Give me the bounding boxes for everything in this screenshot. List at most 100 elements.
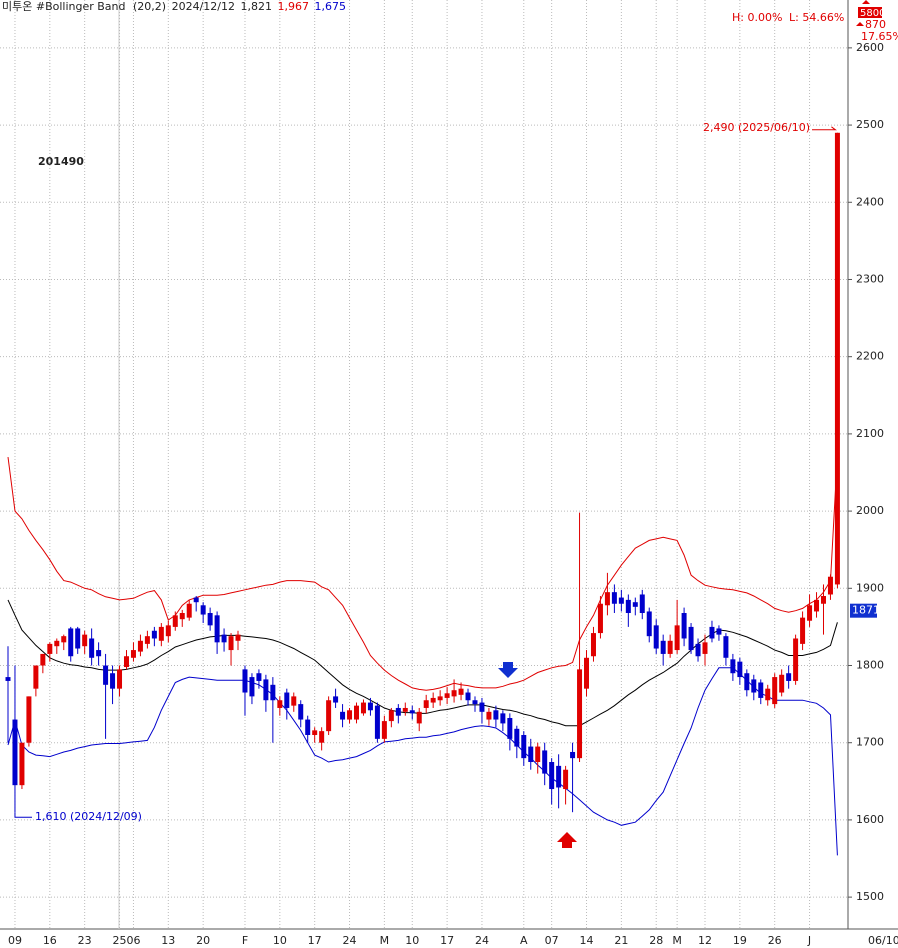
candle-body bbox=[556, 765, 562, 788]
candle-body bbox=[737, 661, 743, 678]
candle-body bbox=[723, 636, 729, 658]
candle-body bbox=[5, 677, 11, 681]
candle-body bbox=[451, 690, 457, 697]
candle-body bbox=[611, 592, 617, 604]
candle-body bbox=[716, 628, 722, 635]
x-tick-label: 23 bbox=[78, 934, 92, 947]
status-low: L: 54.66% bbox=[789, 11, 844, 24]
candle-body bbox=[312, 730, 318, 735]
candle-body bbox=[61, 636, 67, 643]
candle-body bbox=[103, 665, 109, 685]
info-date: 2024/12/12 bbox=[172, 0, 235, 13]
x-tick-label: 20 bbox=[196, 934, 210, 947]
candle-body bbox=[807, 605, 813, 621]
high-pointer bbox=[812, 126, 837, 131]
candle-body bbox=[493, 710, 499, 720]
x-tick-label: 17 bbox=[440, 934, 454, 947]
candle-body bbox=[528, 746, 534, 763]
x-tick-label: 17 bbox=[308, 934, 322, 947]
candle-body bbox=[165, 625, 171, 637]
candle-body bbox=[632, 602, 638, 607]
candle-body bbox=[319, 731, 325, 743]
candle-body bbox=[549, 762, 555, 790]
candle-body bbox=[89, 638, 95, 658]
x-tick-label: 09 bbox=[8, 934, 22, 947]
candle-body bbox=[444, 693, 450, 698]
candle-body bbox=[639, 594, 645, 614]
candle-body bbox=[82, 634, 88, 647]
candle-body bbox=[437, 696, 443, 701]
candle-body bbox=[284, 692, 290, 708]
band-middle bbox=[7, 599, 838, 727]
x-tick-label: 19 bbox=[733, 934, 747, 947]
candle-body bbox=[758, 682, 764, 698]
y-tick-label: 1600 bbox=[856, 813, 884, 826]
candle-body bbox=[584, 657, 590, 689]
candle-body bbox=[193, 597, 199, 603]
low-label: 1,610 (2024/12/09) bbox=[35, 810, 142, 823]
y-tick-label: 1800 bbox=[856, 659, 884, 672]
candle-body bbox=[54, 640, 60, 647]
candle-body bbox=[68, 628, 74, 657]
candle-body bbox=[820, 596, 826, 604]
x-tick-label: M bbox=[672, 934, 682, 947]
candle-body bbox=[47, 643, 53, 654]
candle-body bbox=[381, 721, 387, 739]
candle-body bbox=[19, 742, 25, 786]
candle-body bbox=[144, 636, 150, 644]
band-upper bbox=[7, 454, 838, 691]
candle-body bbox=[500, 713, 506, 724]
candle-body bbox=[423, 700, 429, 708]
candle-body bbox=[827, 576, 833, 595]
low-pointer bbox=[14, 812, 32, 818]
candle-body bbox=[653, 625, 659, 649]
candle-body bbox=[256, 673, 262, 681]
last-date: 06/10 bbox=[868, 934, 898, 947]
candle-body bbox=[207, 613, 213, 626]
candle-body bbox=[117, 669, 123, 689]
y-tick-label: 1900 bbox=[856, 581, 884, 594]
x-tick-label: 16 bbox=[43, 934, 57, 947]
price-tag-box bbox=[850, 603, 877, 618]
candle-body bbox=[814, 599, 820, 612]
candle-body bbox=[834, 132, 840, 585]
candle-body bbox=[409, 710, 415, 714]
status-high: H: 0.00% bbox=[732, 11, 782, 24]
x-tick-label: 14 bbox=[580, 934, 594, 947]
candle-body bbox=[751, 679, 757, 693]
candle-body bbox=[186, 603, 192, 618]
y-tick-label: 1700 bbox=[856, 736, 884, 749]
x-tick-label: A bbox=[520, 934, 528, 947]
candle-body bbox=[298, 704, 304, 720]
candle-body bbox=[40, 653, 46, 666]
candle-body bbox=[172, 615, 178, 627]
chart-title: 미투온 #Bollinger Band bbox=[2, 0, 126, 13]
candle-body bbox=[625, 599, 631, 614]
status-price: 5800 bbox=[860, 8, 885, 19]
x-tick-label: 28 bbox=[649, 934, 663, 947]
candle-body bbox=[800, 617, 806, 644]
candle-body bbox=[214, 615, 220, 643]
candle-body bbox=[416, 711, 422, 724]
candle-body bbox=[479, 702, 485, 712]
candle-body bbox=[354, 705, 359, 720]
band-lower bbox=[7, 667, 838, 856]
header: 미투온 #Bollinger Band (20,2) 2024/12/12 1,… bbox=[2, 0, 346, 13]
candle-body bbox=[110, 673, 116, 689]
x-tick-label: F bbox=[242, 934, 248, 947]
up-arrow bbox=[557, 832, 577, 848]
candle-body bbox=[793, 638, 799, 681]
candle-body bbox=[486, 711, 492, 720]
candle-body bbox=[563, 769, 569, 790]
high-label: 2,490 (2025/06/10) bbox=[703, 121, 810, 134]
y-tick-label: 2000 bbox=[856, 504, 884, 517]
status-change: 870 bbox=[865, 18, 886, 31]
x-tick-label: 24 bbox=[343, 934, 357, 947]
candle-body bbox=[472, 700, 478, 705]
candle-body bbox=[12, 719, 18, 786]
candle-body bbox=[33, 665, 39, 689]
params: (20,2) bbox=[133, 0, 166, 13]
candle-body bbox=[521, 734, 527, 759]
